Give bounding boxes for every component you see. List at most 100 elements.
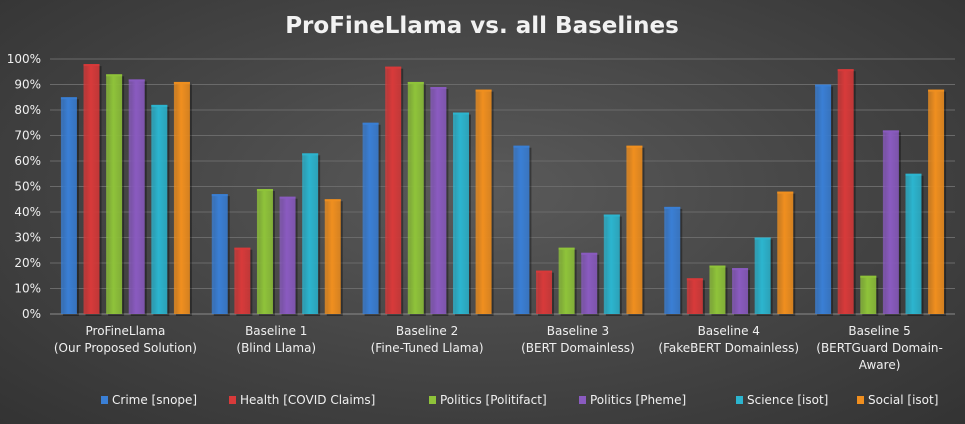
x-category-label: Baseline 2 [396, 324, 458, 338]
bar-cap [83, 64, 100, 67]
bar [558, 247, 575, 314]
bar [626, 145, 643, 314]
legend-swatch [101, 396, 108, 404]
bar-cap [581, 252, 598, 255]
y-tick-label: 0% [22, 307, 41, 321]
bar [430, 87, 447, 314]
bar-cap [256, 189, 273, 192]
x-category-label: (FakeBERT Domainless) [658, 341, 799, 355]
legend: Crime [snope] Health [COVID Claims] Politi… [101, 393, 938, 407]
bar [106, 74, 123, 314]
bar [664, 206, 681, 314]
bar [324, 199, 341, 314]
bar-cap [536, 270, 553, 273]
legend-label: Science [isot] [747, 393, 828, 407]
legend-swatch [736, 396, 743, 404]
y-tick-label: 60% [14, 154, 41, 168]
legend-label: Politics [Pheme] [590, 393, 686, 407]
legend-label: Crime [snope] [112, 393, 197, 407]
y-tick-label: 40% [14, 205, 41, 219]
bar-cap [302, 153, 319, 156]
legend-label: Social [isot] [868, 393, 938, 407]
bar-cap [558, 247, 575, 250]
bars [60, 64, 947, 317]
y-tick-label: 30% [14, 231, 41, 245]
bar [860, 275, 877, 314]
x-category-label: Baseline 3 [547, 324, 609, 338]
bar [83, 64, 100, 314]
bar-cap [732, 268, 749, 271]
x-category-label: (BERTGuard Domain- [816, 341, 943, 355]
bar-cap [60, 97, 77, 100]
legend-swatch [429, 396, 436, 404]
bar [686, 278, 703, 314]
bar-cap [837, 69, 854, 72]
bar-cap [686, 278, 703, 281]
bar-cap [626, 145, 643, 148]
bar [536, 270, 553, 314]
bar-cap [475, 89, 492, 92]
x-category-label: ProFineLlama [86, 324, 166, 338]
bar-cap [860, 275, 877, 278]
bar-cap [211, 194, 228, 197]
bar [603, 214, 620, 314]
bar [385, 66, 402, 315]
bar-cap [279, 196, 296, 199]
y-tick-label: 80% [14, 103, 41, 117]
y-tick-label: 50% [14, 180, 41, 194]
x-category-label: (Blind Llama) [236, 341, 316, 355]
bar-cap [815, 84, 832, 87]
bar-cap [882, 130, 899, 133]
bar [513, 145, 530, 314]
bar-cap [603, 214, 620, 217]
bar-cap [234, 247, 251, 250]
bar-cap [928, 89, 945, 92]
x-category-label: Baseline 5 [848, 324, 910, 338]
x-category-label: (Our Proposed Solution) [54, 341, 197, 355]
bar-cap [385, 66, 402, 69]
bar-cap [407, 81, 424, 84]
bar [407, 81, 424, 314]
bar [302, 153, 319, 314]
y-tick-label: 10% [14, 282, 41, 296]
x-category-label: Aware) [859, 358, 901, 372]
bar-cap [151, 104, 168, 107]
y-tick-label: 100% [7, 52, 41, 66]
x-category-label: Baseline 1 [245, 324, 307, 338]
bar [882, 130, 899, 314]
bar [815, 84, 832, 314]
bar-cap [754, 237, 771, 240]
bar-cap [173, 81, 190, 84]
y-tick-label: 20% [14, 256, 41, 270]
bar [709, 265, 726, 314]
bar [362, 122, 379, 314]
bar [256, 189, 273, 314]
bar [60, 97, 77, 314]
legend-swatch [579, 396, 586, 404]
bar [732, 268, 749, 314]
bar [211, 194, 228, 314]
legend-label: Health [COVID Claims] [240, 393, 375, 407]
y-tick-label: 90% [14, 78, 41, 92]
x-category-label: Baseline 4 [698, 324, 760, 338]
bar-cap [664, 206, 681, 209]
bar [837, 69, 854, 314]
bar [905, 173, 922, 314]
x-axis-categories: ProFineLlama (Our Proposed Solution) Basel… [54, 324, 943, 372]
bar [279, 196, 296, 314]
bar [475, 89, 492, 314]
chart-title: ProFineLlama vs. all Baselines [285, 13, 679, 39]
legend-swatch [229, 396, 236, 404]
bar-cap [106, 74, 123, 77]
y-tick-label: 70% [14, 129, 41, 143]
bar-cap [452, 112, 469, 115]
x-category-label: (Fine-Tuned Llama) [371, 341, 484, 355]
bar-cap [128, 79, 145, 82]
bar [928, 89, 945, 314]
legend-swatch [857, 396, 864, 404]
bar [128, 79, 145, 315]
gridlines [50, 58, 955, 315]
bar-cap [430, 87, 447, 90]
bar [234, 247, 251, 314]
